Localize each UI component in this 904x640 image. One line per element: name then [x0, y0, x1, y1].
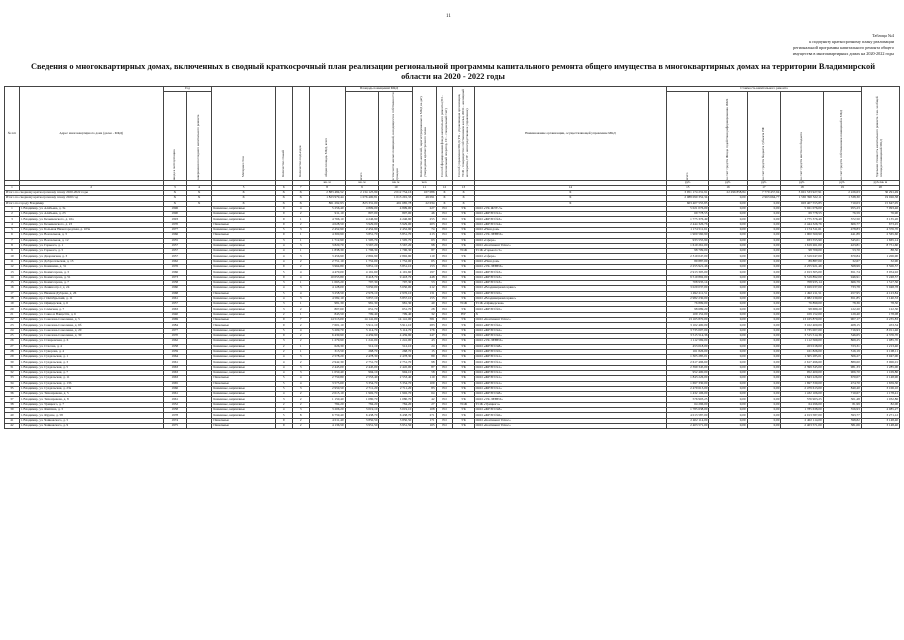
table-row: 13 г. Владимир, ул. Комиссарова, д. 3 1966… [4, 269, 901, 276]
row-org: ООО «Континент Плюс» [473, 422, 668, 430]
table-row: 7 г. Владимир, ул. Вокзальная, д. 12 1955 К… [4, 237, 901, 244]
document-title: Сведения о многоквартирных домах, включе… [30, 62, 876, 81]
row-cost-reg: 0,00 [746, 422, 782, 430]
col-cost-fed: за счет средств Фонда содействия реформи… [708, 90, 748, 181]
row-unit-cost: 581,06 [822, 422, 862, 430]
table-row: 11 г. Владимир, ул. Добросельская, д. 13 1… [4, 258, 901, 266]
col-cost-all: всего [666, 90, 710, 181]
table-row: 18 г. Владимир, пр-т Октябрьский, д. 11 19… [4, 295, 901, 303]
buildings-table: № п/п Адрес многоквартирного дома (далее… [4, 86, 901, 430]
table-body: Итого по сводному краткосрочному плану 2… [4, 189, 901, 430]
col-entrances: Количество подъездов [291, 86, 310, 181]
table-row: 22 г. Владимир, ул. Соколова-Соколенка, д… [4, 317, 901, 324]
table-row: 34 г. Владимир, ул. Суздальская, д. 13б 19… [4, 380, 901, 387]
row-cost: 2 403 571,00 [666, 422, 710, 430]
col-material: Материал стен [211, 86, 276, 181]
col-year-repair: завершения последнего капитального ремон… [185, 90, 213, 181]
col-floors: Количество этажей [274, 86, 293, 181]
row-residents: 165 [412, 422, 437, 430]
row-fund: РО [435, 422, 454, 430]
note-line: региональной программы капитального ремо… [793, 45, 894, 50]
row-area-owned: 3 951,50 [378, 422, 414, 430]
col-cost-own: за счет средств собственников помещений … [822, 90, 862, 181]
col-mgmt: Способ управления МКД (УК - управляющая … [452, 86, 475, 181]
row-mgmt: УК [452, 422, 475, 430]
col-residents: Количество жителей, зарегистрированных в… [412, 86, 437, 181]
row-number: 42 [4, 422, 20, 430]
col-unit-cost: Удельная стоимость капитального ремонта … [860, 86, 901, 181]
row-limit: 3 148,40 [860, 422, 901, 430]
col-area-owned: в том числе жилых помещений, находящихся… [378, 90, 414, 181]
col-cost-reg: за счет средств бюджета субъекта РФ [746, 90, 782, 181]
row-entrances: 2 [291, 422, 310, 430]
col-area-total: общая площадь МКД, всего [308, 86, 346, 181]
table-row: 42 г. Владимир, ул. Чайковского, д. 9 1975… [4, 422, 901, 430]
col-year-built: ввода в эксплуатацию [162, 90, 187, 181]
table-row: 33 г. Владимир, ул. Суздальская, д. 11 196… [4, 375, 901, 382]
table-row: 26 г. Владимир, ул. Ставровская, д. 6 1962… [4, 338, 901, 345]
table-note: Таблица №4 к подпункту краткосрочному пл… [734, 33, 894, 57]
row-year-repair [185, 422, 213, 430]
col-area-all: всего [344, 90, 380, 181]
col-fund: Способ формирования фонда капитального р… [435, 86, 454, 181]
row-material: Панельные [211, 422, 276, 430]
total-row: Итого по городу Владимир X X X X X 861 292,93 8… [4, 200, 901, 207]
note-line: имущества в многоквартирных домах на 202… [792, 51, 894, 56]
note-line: к подпункту краткосрочному плану реализа… [809, 39, 894, 44]
col-cost-mun: за счет средств местного бюджета [780, 90, 824, 181]
table-row: 32 г. Владимир, ул. Суздальская, д. 7 1963… [4, 369, 901, 377]
row-address: г. Владимир, ул. Чайковского, д. 9 [18, 422, 164, 430]
page-number: 11 [446, 14, 451, 19]
row-cost-own: 2 403 571,00 [780, 422, 824, 430]
col-num: № п/п [4, 86, 20, 181]
row-area-live: 3 951,50 [344, 422, 380, 430]
row-floors: 9 [274, 422, 293, 430]
note-line: Таблица №4 [872, 33, 894, 38]
row-area-total: 4 136,50 [308, 422, 346, 430]
col-address: Адрес многоквартирного дома (далее - МКД… [18, 86, 164, 181]
row-cost-fed: 0,00 [708, 422, 748, 430]
table-row: 1 г. Владимир, ул. Алябьева, д. 3а 1996 Кам… [4, 205, 901, 213]
row-year-built: 1975 [162, 422, 187, 430]
col-org: Наименование организации, осуществляющей… [473, 86, 668, 181]
